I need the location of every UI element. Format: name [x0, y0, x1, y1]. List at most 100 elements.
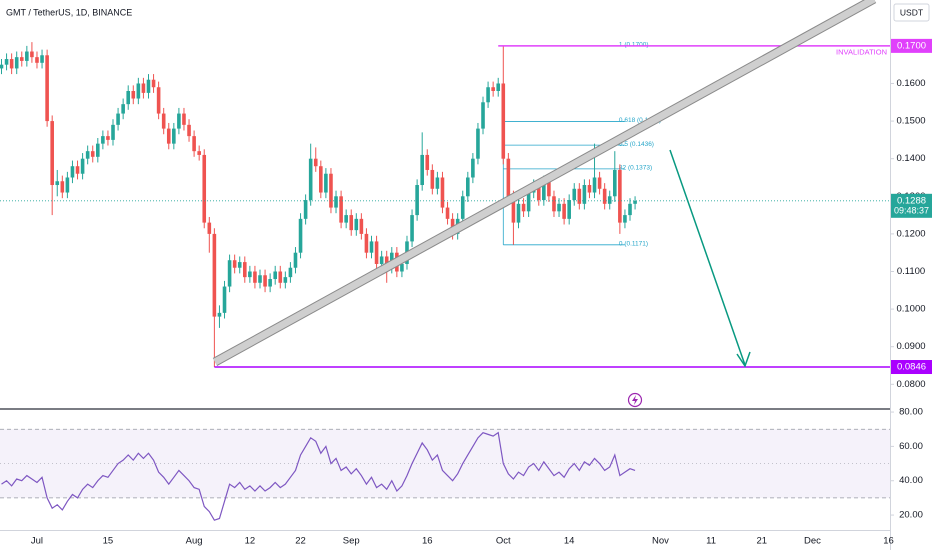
fib-label: 0.618 (0.1499) [619, 117, 661, 124]
candle-body [496, 83, 501, 92]
candle-body [278, 271, 283, 283]
price-line-label: 0.0846 [897, 362, 926, 373]
chart-title: GMT / TetherUS, 1D, BINANCE [6, 7, 132, 17]
candle-body [359, 218, 364, 234]
candle-body [587, 185, 592, 193]
x-tick-label: Jul [31, 536, 43, 547]
x-tick-label: Aug [186, 536, 203, 547]
candle-body [227, 260, 232, 287]
candle-body [334, 196, 338, 208]
candle-body [344, 215, 348, 223]
candle-body [177, 113, 181, 129]
candle-body [628, 203, 632, 216]
candle-body [384, 256, 389, 268]
candle-body [187, 124, 191, 137]
y-tick-label: 0.0900 [896, 341, 925, 352]
candle-body [547, 181, 551, 197]
candle-body [268, 279, 272, 287]
candle-body [592, 177, 597, 193]
candle-body [116, 113, 120, 125]
last-price-label: 0.1288 [897, 195, 926, 206]
candle-body [70, 166, 75, 178]
projection-arrow [669, 149, 746, 366]
candle-body [476, 128, 480, 159]
candle-body [258, 275, 262, 283]
x-tick-label: 21 [756, 536, 767, 547]
candle-body [9, 59, 14, 69]
fib-label: 82 (0.1373) [619, 165, 652, 172]
candle-body [400, 263, 404, 272]
currency-button[interactable] [893, 3, 930, 22]
fib-label: 0 (0.1171) [619, 241, 648, 248]
x-tick-label: 12 [245, 536, 256, 547]
candle-body [471, 158, 475, 178]
y-tick-label: 0.1000 [896, 304, 925, 315]
x-tick-label: 14 [564, 536, 575, 547]
candle-body [141, 83, 146, 93]
x-tick-label: 22 [295, 536, 306, 547]
candle-body [440, 177, 445, 208]
price-line-label: 0.1700 [897, 40, 926, 51]
candle-body [415, 185, 419, 216]
lightning [632, 395, 638, 405]
x-tick-label: Sep [343, 536, 360, 547]
candle-body [288, 267, 293, 278]
candle-body [557, 203, 561, 212]
candle-body [536, 185, 541, 201]
candle-body [212, 233, 217, 317]
y-tick-label: 20.00 [899, 510, 923, 521]
candle-body [126, 91, 131, 105]
candle-body [542, 181, 546, 201]
x-tick-label: 16 [422, 536, 433, 547]
y-tick-label: 0.1600 [896, 78, 925, 89]
candle-body [192, 136, 196, 152]
candle-body [552, 196, 556, 212]
candle-body [607, 196, 612, 204]
candle-body [308, 158, 313, 201]
fib-label: 1 (0.1700) [619, 42, 649, 49]
candle-body [172, 128, 176, 144]
candle-body [577, 188, 582, 204]
candle-body [273, 271, 278, 280]
candle-body [501, 83, 506, 159]
currency-label: USDT [900, 7, 923, 17]
candle-body [222, 286, 227, 313]
candle-body [40, 55, 44, 63]
candle-body [486, 87, 490, 103]
candle-body [521, 203, 526, 212]
drawings [212, 0, 877, 408]
candle-body [460, 196, 465, 219]
candle-body [374, 241, 379, 264]
candle-body [96, 143, 100, 157]
candle-body [80, 158, 85, 174]
candle-body [50, 121, 54, 186]
candle-body [364, 233, 369, 253]
x-tick-label: Nov [652, 536, 669, 547]
x-tick-label: 16 [883, 536, 894, 547]
price-pane: 1 (0.1700) 0.618 (0.1499) 0.5 (0.1436) 82 (… [0, 42, 890, 368]
y-tick-label: 60.00 [899, 441, 923, 452]
candle-body [253, 271, 257, 283]
candle-body [151, 79, 156, 88]
candle-body [75, 166, 80, 174]
candle-body [567, 200, 571, 219]
candle-body [19, 57, 24, 61]
candle-body [4, 59, 9, 65]
x-tick-label: Dec [804, 536, 821, 547]
candle-body [491, 87, 495, 92]
candle-body [562, 203, 566, 219]
candle-body [90, 151, 95, 157]
candle-body [85, 151, 90, 159]
candle-body [582, 185, 587, 204]
trendline [213, 0, 876, 366]
fib-label: 0.5 (0.1436) [619, 141, 654, 148]
candle-body [410, 215, 414, 242]
candle-body [55, 181, 60, 186]
candle-body [430, 169, 435, 189]
candle-body [136, 83, 141, 99]
candle-body [166, 128, 171, 144]
candle-body [466, 177, 470, 197]
